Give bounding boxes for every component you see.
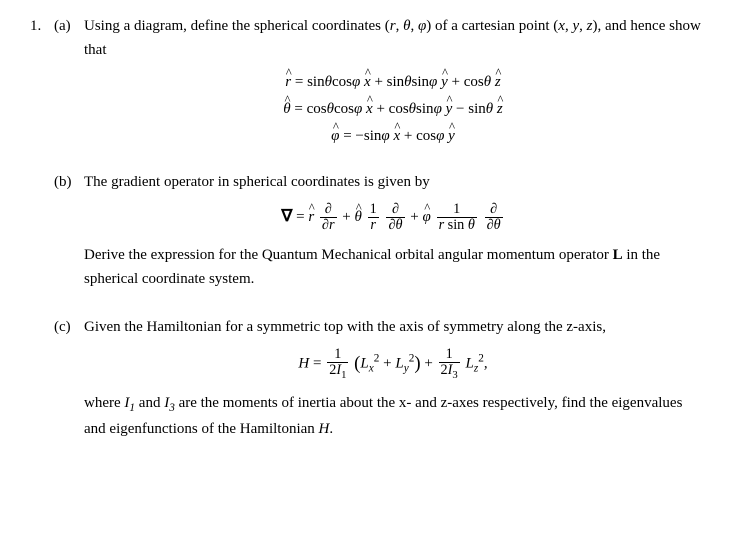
and-text: and (139, 395, 161, 411)
part-a-intro: Using a diagram, define the spherical co… (84, 18, 701, 58)
operator-L: L (613, 247, 623, 263)
part-c-row: (c) Given the Hamiltonian for a symmetri… (30, 315, 702, 451)
part-a-label: (a) (54, 14, 84, 38)
hamiltonian-equation: H = 12I1 (Lx2 + Ly2) + 12I3 Lz2, (84, 347, 702, 381)
eq-theta-hat: θ = cosθcosφ x + cosθsinφ y − sinθ z (84, 97, 702, 121)
question-number: 1. (30, 14, 54, 38)
derive-text: Derive the expression for the Quantum Me… (84, 247, 609, 263)
gradient-equation: ∇ = r ∂∂r + θ 1r ∂∂θ + φ 1r sin θ ∂∂θ (84, 202, 702, 233)
part-a-row: 1. (a) Using a diagram, define the spher… (30, 14, 702, 156)
period: . (329, 421, 333, 437)
where-text: where (84, 395, 121, 411)
part-b-content: The gradient operator in spherical coord… (84, 170, 702, 301)
hamiltonian-H: H (319, 421, 330, 437)
part-b-row: (b) The gradient operator in spherical c… (30, 170, 702, 301)
part-b-derive: Derive the expression for the Quantum Me… (84, 243, 702, 291)
eq-phi-hat: φ = −sinφ x + cosφ y (84, 124, 702, 148)
eq-r-hat: r = sinθcosφ x + sinθsinφ y + cosθ z (84, 70, 702, 94)
moment-I1: I1 (124, 395, 135, 411)
part-c-tail: where I1 and I3 are the moments of inert… (84, 391, 702, 441)
part-c-label: (c) (54, 315, 84, 339)
equations-a: r = sinθcosφ x + sinθsinφ y + cosθ z θ =… (84, 70, 702, 148)
part-c-intro: Given the Hamiltonian for a symmetric to… (84, 319, 606, 335)
part-a-content: Using a diagram, define the spherical co… (84, 14, 702, 156)
part-b-label: (b) (54, 170, 84, 194)
part-c-content: Given the Hamiltonian for a symmetric to… (84, 315, 702, 451)
page: 1. (a) Using a diagram, define the spher… (0, 0, 740, 465)
part-b-intro: The gradient operator in spherical coord… (84, 174, 430, 190)
moment-I3: I3 (164, 395, 175, 411)
